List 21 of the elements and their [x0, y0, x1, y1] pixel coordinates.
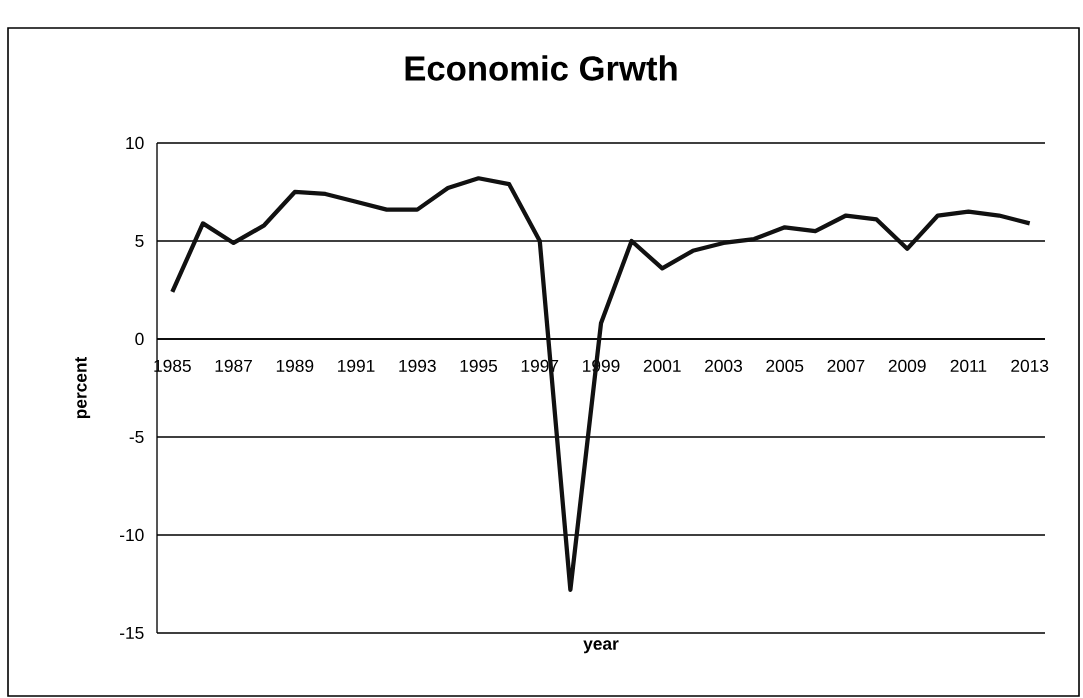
x-tick-label: 2001: [643, 359, 681, 372]
y-tick-label: -10: [120, 528, 144, 542]
y-tick-label: -5: [129, 430, 144, 444]
x-tick-label: 2011: [950, 359, 987, 372]
x-tick-label: 1991: [338, 359, 375, 372]
x-tick-label: 2005: [766, 359, 804, 372]
y-axis-title: percent: [75, 356, 91, 419]
chart-title: Economic Grwth: [405, 55, 677, 81]
x-tick-label: 1987: [215, 359, 252, 372]
x-tick-label: 1993: [399, 359, 436, 372]
y-tick-label: 10: [126, 136, 144, 150]
x-tick-label: 1995: [460, 359, 498, 372]
y-tick-label: 0: [135, 332, 144, 346]
x-axis-title: year: [583, 640, 619, 654]
x-tick-label: 2007: [827, 359, 865, 372]
x-tick-label: 2003: [705, 359, 742, 372]
y-tick-label: -15: [120, 626, 144, 640]
y-tick-label: 5: [135, 234, 144, 248]
x-tick-label: 2009: [888, 359, 926, 372]
x-tick-label: 2013: [1011, 359, 1049, 372]
x-tick-label: 1989: [276, 359, 314, 372]
